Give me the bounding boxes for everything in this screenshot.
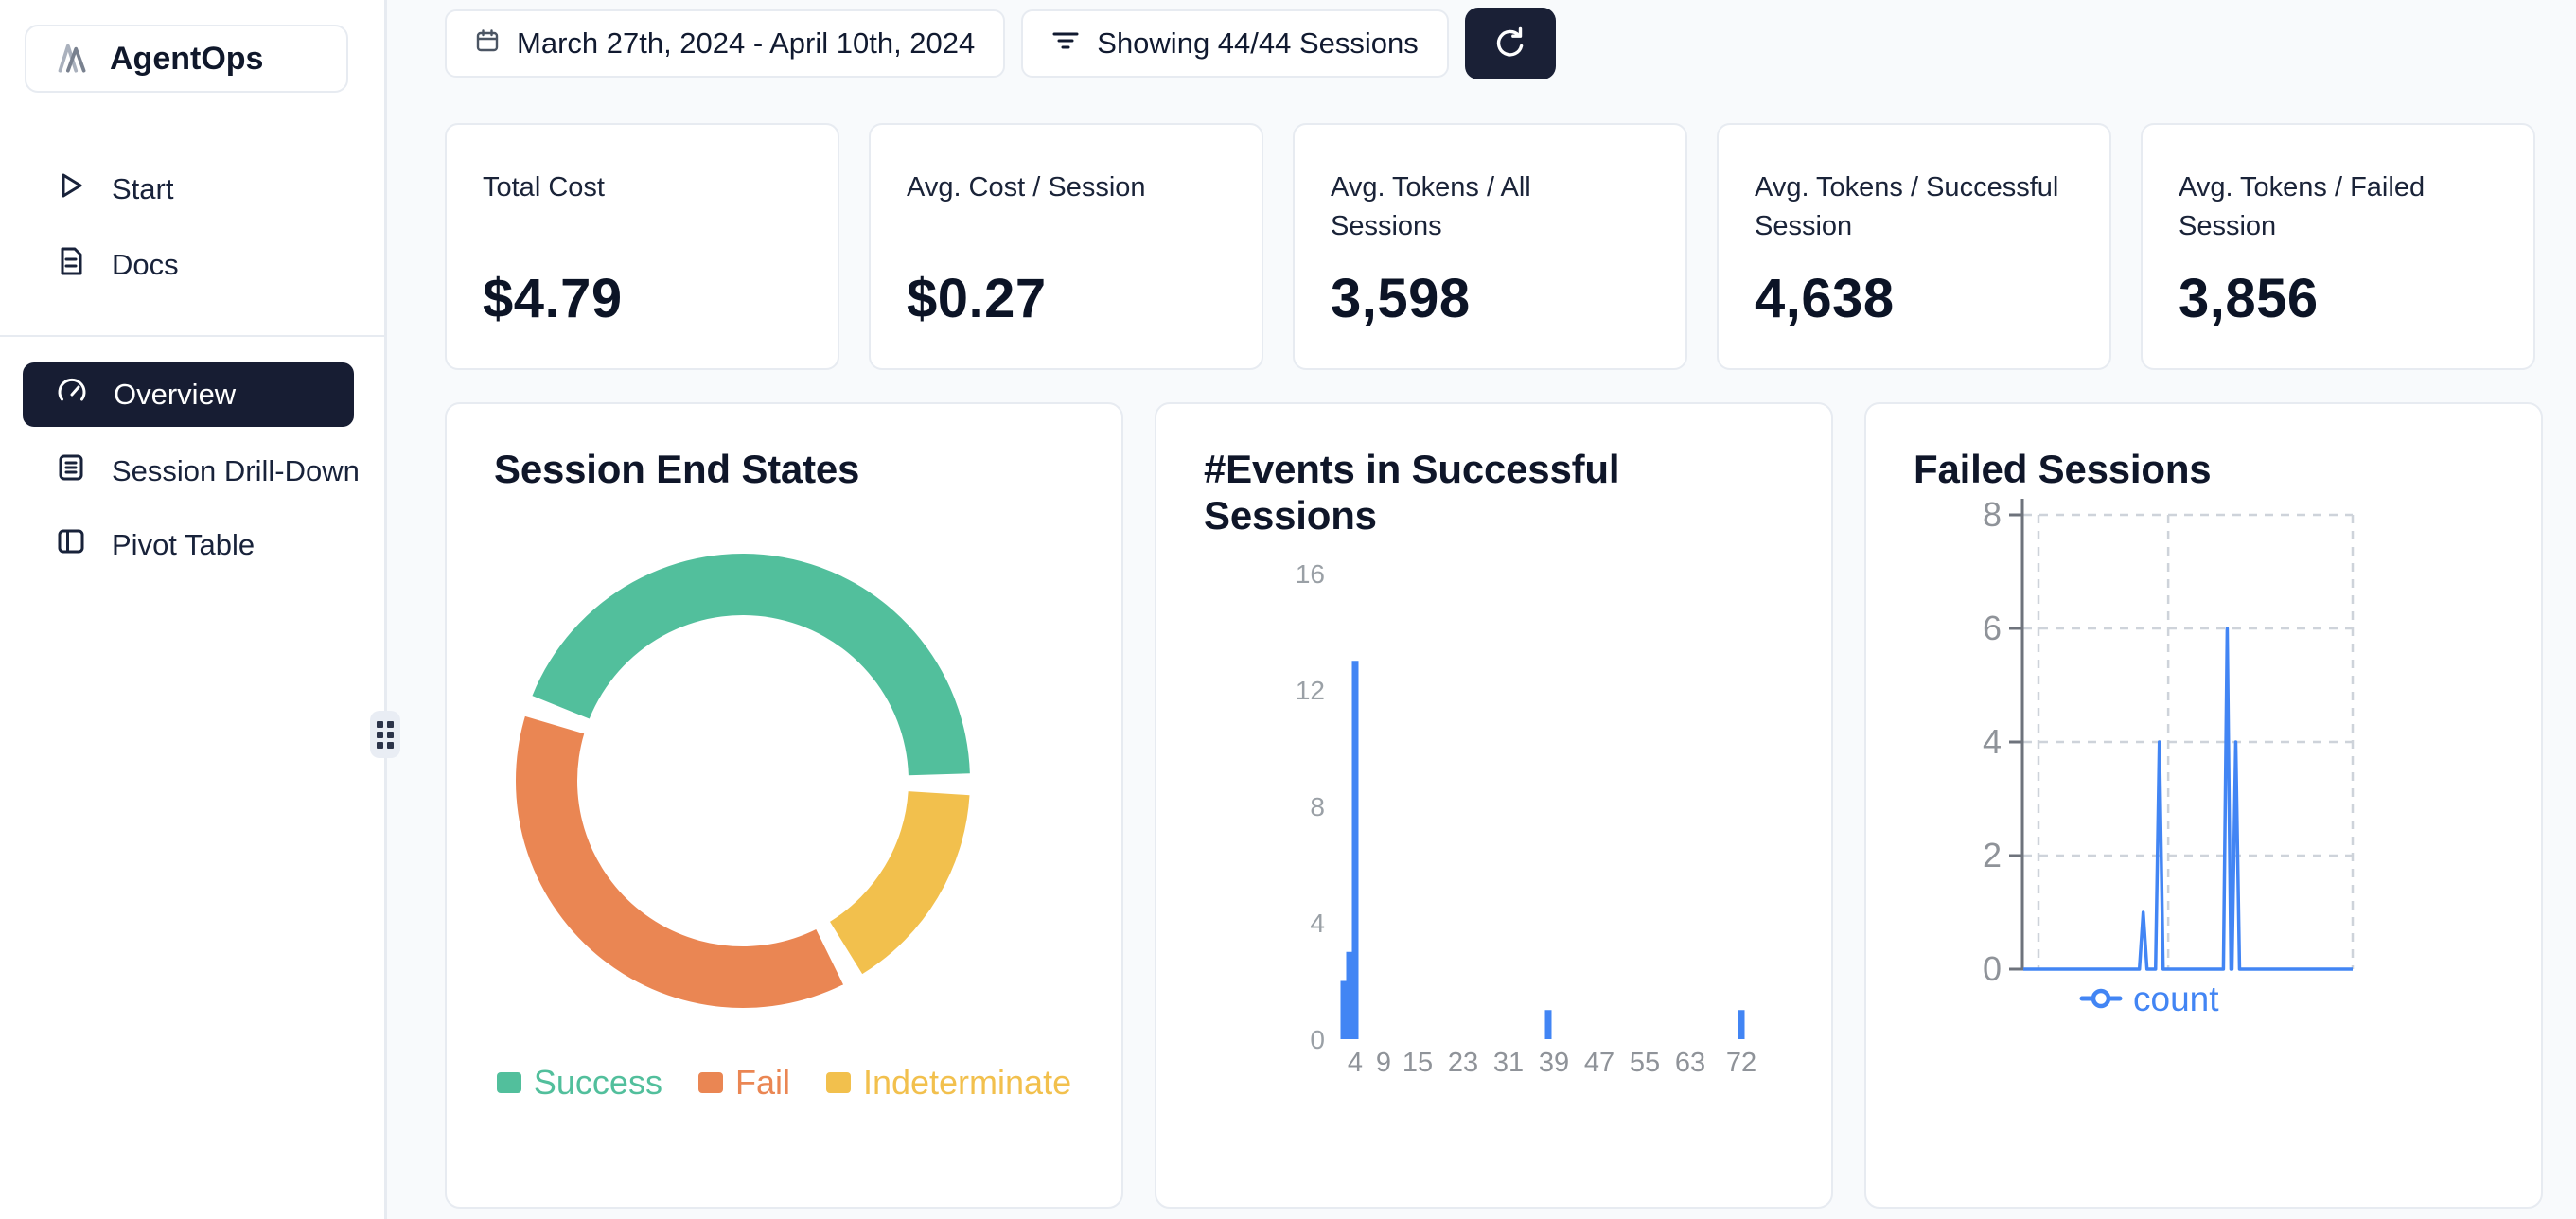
- pivot-table-icon: [55, 525, 87, 565]
- y-tick-label: 0: [1983, 949, 2002, 988]
- svg-text:count: count: [2133, 980, 2219, 1018]
- x-tick-label: 39: [1539, 1048, 1569, 1078]
- x-tick-label: 23: [1448, 1048, 1478, 1078]
- line-legend-count[interactable]: count: [2079, 980, 2219, 1018]
- legend-swatch: [496, 1072, 521, 1093]
- legend-swatch: [697, 1072, 723, 1093]
- histogram-bar[interactable]: [1346, 951, 1353, 1039]
- donut-slice-success[interactable]: [532, 554, 970, 776]
- stat-value: $4.79: [483, 268, 623, 329]
- docs-icon: [55, 245, 87, 285]
- play-icon: [55, 169, 87, 209]
- session-end-states-donut: [516, 554, 970, 1008]
- x-tick-label: 15: [1403, 1048, 1433, 1078]
- refresh-icon: [1491, 23, 1530, 65]
- sidebar-item-label: Pivot Table: [112, 528, 256, 561]
- sidebar-item-start[interactable]: Start: [0, 151, 384, 227]
- sidebar-item-label: Session Drill-Down: [112, 454, 360, 487]
- y-tick-label: 2: [1983, 836, 2002, 874]
- legend-swatch: [825, 1072, 851, 1093]
- brand-logo[interactable]: AgentOps: [25, 25, 348, 93]
- sidebar-divider: [0, 335, 384, 337]
- agentops-logo-icon: [49, 35, 93, 83]
- sidebar-item-docs[interactable]: Docs: [0, 227, 384, 303]
- date-range-label: March 27th, 2024 - April 10th, 2024: [517, 26, 976, 60]
- filter-icon: [1051, 26, 1080, 62]
- chart-card-events-in-successful-sessions: #Events in Successful Sessions 0 4 8 12 16 4 9…: [1155, 402, 1833, 1209]
- x-tick-label: 55: [1630, 1048, 1660, 1078]
- y-tick-label: 8: [1983, 495, 2002, 534]
- stat-value: 4,638: [1755, 268, 1895, 329]
- sidebar-item-label: Start: [112, 172, 174, 205]
- stat-label: Avg. Tokens / All Sessions: [1331, 172, 1531, 241]
- donut-slice-indeterminate[interactable]: [829, 791, 970, 975]
- x-tick-label: 47: [1584, 1048, 1614, 1078]
- y-tick-label: 4: [1983, 722, 2002, 761]
- x-tick-label: 63: [1675, 1048, 1705, 1078]
- sidebar-item-label: Overview: [114, 378, 237, 411]
- sidebar-resize-handle[interactable]: [370, 711, 400, 758]
- chart-title: Session End States: [494, 447, 860, 491]
- x-tick-label: 9: [1376, 1048, 1391, 1078]
- date-range-button[interactable]: March 27th, 2024 - April 10th, 2024: [445, 9, 1006, 78]
- stat-value: $0.27: [907, 268, 1047, 329]
- gauge-icon: [55, 374, 89, 415]
- donut-legend: Success Fail Indeterminate: [447, 1059, 1121, 1106]
- y-tick-label: 6: [1983, 609, 2002, 647]
- stat-card-total-cost: Total Cost $4.79: [445, 123, 839, 370]
- y-tick-label: 4: [1310, 909, 1325, 938]
- count-series-line: [2023, 627, 2353, 971]
- legend-item-indeterminate[interactable]: Indeterminate: [825, 1063, 1071, 1103]
- chart-cards: Session End States Success Fail Indeterm…: [445, 402, 2543, 1209]
- stat-value: 3,598: [1331, 268, 1471, 329]
- stat-label: Total Cost: [483, 172, 605, 203]
- sidebar-item-pivot-table[interactable]: Pivot Table: [0, 508, 384, 582]
- sidebar-item-overview[interactable]: Overview: [23, 362, 354, 427]
- y-tick-label: 12: [1296, 676, 1325, 705]
- stat-card-avg-cost-session: Avg. Cost / Session $0.27: [869, 123, 1263, 370]
- refresh-button[interactable]: [1464, 8, 1556, 80]
- histogram-bar[interactable]: [1351, 661, 1359, 1039]
- chart-card-failed-sessions: Failed Sessions 0 2 4 6 8 count: [1864, 402, 2543, 1209]
- sessions-filter-button[interactable]: Showing 44/44 Sessions: [1021, 9, 1449, 78]
- brand-name: AgentOps: [110, 40, 264, 77]
- histogram-bar[interactable]: [1340, 980, 1348, 1040]
- legend-item-fail[interactable]: Fail: [697, 1063, 790, 1103]
- chart-title: Failed Sessions: [1914, 447, 2212, 491]
- y-tick-label: 0: [1310, 1025, 1325, 1054]
- chart-card-session-end-states: Session End States Success Fail Indeterm…: [445, 402, 1123, 1209]
- toolbar: March 27th, 2024 - April 10th, 2024 Show…: [445, 8, 1556, 80]
- stat-label: Avg. Tokens / Failed Session: [2179, 172, 2426, 241]
- stat-label: Avg. Tokens / Successful Session: [1755, 172, 2059, 241]
- stat-card-avg-tokens-successful: Avg. Tokens / Successful Session 4,638: [1717, 123, 2111, 370]
- sidebar: AgentOps Start Docs Overview: [0, 0, 387, 1219]
- stat-label: Avg. Cost / Session: [907, 172, 1146, 203]
- donut-slice-fail[interactable]: [516, 716, 844, 1008]
- chart-title: #Events in Successful Sessions: [1204, 447, 1620, 539]
- histogram-bar[interactable]: [1544, 1010, 1552, 1039]
- failed-sessions-line-chart: 0 2 4 6 8 count: [1983, 495, 2355, 1018]
- y-tick-label: 16: [1296, 559, 1325, 589]
- stat-card-avg-tokens-all: Avg. Tokens / All Sessions 3,598: [1293, 123, 1687, 370]
- stat-value: 3,856: [2179, 268, 2319, 329]
- sidebar-item-session-drilldown[interactable]: Session Drill-Down: [0, 434, 384, 508]
- histogram-bar[interactable]: [1738, 1010, 1745, 1039]
- stat-cards: Total Cost $4.79 Avg. Cost / Session $0.…: [445, 123, 2535, 370]
- x-tick-label: 31: [1493, 1048, 1524, 1078]
- calendar-icon: [475, 26, 500, 61]
- x-tick-label: 72: [1726, 1048, 1756, 1078]
- legend-item-success[interactable]: Success: [496, 1063, 662, 1103]
- x-tick-label: 4: [1348, 1048, 1363, 1078]
- sidebar-item-label: Docs: [112, 248, 179, 281]
- y-tick-label: 8: [1310, 792, 1325, 822]
- stat-card-avg-tokens-failed: Avg. Tokens / Failed Session 3,856: [2141, 123, 2535, 370]
- sessions-filter-label: Showing 44/44 Sessions: [1097, 26, 1419, 60]
- session-drilldown-icon: [55, 451, 87, 491]
